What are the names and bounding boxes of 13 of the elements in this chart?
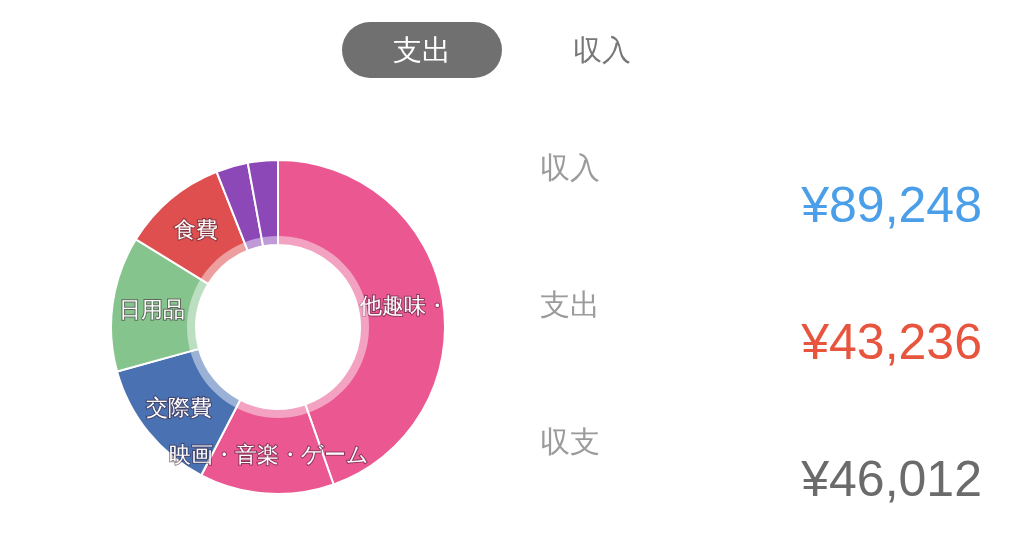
text: ¥46,012 [801, 450, 982, 509]
text: ¥43,236 [801, 313, 982, 372]
text: 収入 [540, 149, 600, 187]
text: 支出 [393, 33, 451, 67]
slice-label: 食費 [174, 216, 219, 242]
slice-label: 日用品 [118, 296, 185, 322]
slice-label: 他趣味・ [359, 292, 448, 318]
slice-label: 映画・音楽・ゲーム [169, 441, 370, 467]
slice-label: 交際費 [146, 394, 212, 420]
text: ¥89,248 [801, 176, 982, 235]
text: 収支 [540, 423, 600, 461]
text: 支出 [540, 286, 600, 324]
text: 収入 [573, 33, 631, 67]
